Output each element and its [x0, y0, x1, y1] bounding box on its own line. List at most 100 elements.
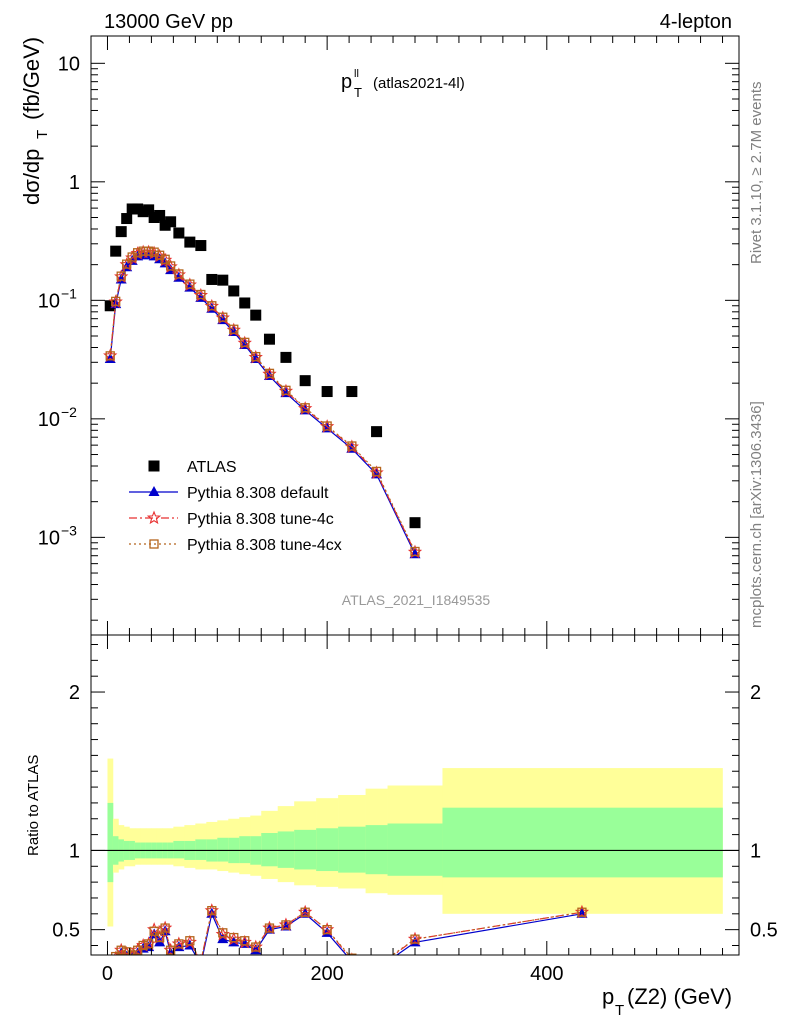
data-point-pythia-8-308-tune-4cx	[347, 953, 357, 955]
legend-marker	[149, 539, 159, 549]
uncertainty-band-stat	[277, 831, 295, 868]
data-point-pythia-8-308-tune-4cx	[371, 466, 382, 477]
series-pythia-8-308-tune-4cx	[111, 905, 587, 965]
ratio-y-tick-label-right: 2	[750, 682, 761, 704]
ratio-y-tick-label: 0.5	[52, 920, 80, 942]
data-point-pythia-8-308-tune-4c	[371, 962, 382, 973]
data-point-atlas	[409, 517, 421, 529]
x-tick-label: 0	[102, 963, 113, 985]
legend-entry: Pythia 8.308 default	[129, 485, 329, 502]
data-point-pythia-8-308-tune-4cx	[165, 261, 176, 271]
data-point-pythia-8-308-default	[346, 955, 357, 965]
data-point-pythia-8-308-tune-4cx	[149, 926, 159, 936]
data-point-pythia-8-308-default	[166, 947, 175, 955]
data-point-atlas	[217, 274, 229, 286]
ratio-y-tick-label-right: 1	[750, 840, 761, 862]
y-label-main: dσ/dp	[19, 149, 44, 205]
ratio-y-axis-label: Ratio to ATLAS	[25, 755, 42, 856]
uncertainty-band-stat	[338, 826, 366, 873]
data-point-pythia-8-308-tune-4cx	[218, 928, 228, 938]
data-point-pythia-8-308-tune-4cx	[264, 923, 275, 933]
data-point-pythia-8-308-tune-4cx	[133, 945, 143, 955]
series-line-pythia-8-308-tune-4c	[109, 251, 416, 553]
data-point-atlas	[371, 426, 383, 438]
x-label-subscript: T	[615, 1002, 624, 1019]
uncertainty-band-stat	[261, 833, 279, 867]
data-point-pythia-8-308-tune-4cx	[122, 947, 132, 955]
data-point-pythia-8-308-tune-4cx	[127, 950, 137, 955]
data-point-pythia-8-308-tune-4cx	[160, 923, 170, 933]
analysis-watermark: ATLAS_2021_I1849535	[342, 592, 491, 608]
data-point-pythia-8-308-tune-4cx	[207, 301, 217, 311]
rivet-label: Rivet 3.1.10, ≥ 2.7M events	[748, 82, 765, 265]
data-point-pythia-8-308-tune-4cx	[144, 246, 154, 256]
data-point-pythia-8-308-tune-4cx	[185, 936, 195, 946]
data-point-pythia-8-308-tune-4cx	[229, 324, 239, 334]
data-point-pythia-8-308-tune-4cx	[264, 368, 275, 379]
legend-entry: Pythia 8.308 tune-4cx	[129, 537, 342, 554]
x-label-rest: (Z2) (GeV)	[627, 984, 732, 1009]
data-point-pythia-8-308-tune-4cx	[240, 936, 250, 946]
data-point-pythia-8-308-tune-4cx	[138, 940, 148, 951]
data-point-pythia-8-308-tune-4cx	[197, 957, 205, 965]
data-point-pythia-8-308-tune-4cx	[322, 421, 332, 431]
data-point-atlas	[299, 375, 311, 387]
data-point-pythia-8-308-tune-4cx	[138, 246, 148, 256]
x-label-main: p	[602, 984, 614, 1009]
data-point-pythia-8-308-tune-4cx	[207, 905, 217, 916]
series-atlas	[104, 0, 587, 529]
data-point-pythia-8-308-tune-4cx	[116, 271, 126, 281]
data-point-atlas	[110, 245, 122, 257]
data-point-atlas	[121, 213, 133, 225]
ratio-axes: 0.5 0.5 1 1 2 2 0 200 400	[52, 635, 778, 985]
data-point-pythia-8-308-tune-4cx	[154, 932, 165, 943]
y-label-unit: (fb/GeV)	[19, 37, 44, 120]
uncertainty-band-stat	[107, 802, 114, 883]
uncertainty-band-stat	[195, 839, 207, 860]
series-line-pythia-8-308-tune-4cx	[116, 908, 583, 955]
data-point-pythia-8-308-tune-4cx	[174, 939, 184, 949]
data-point-atlas	[154, 209, 166, 221]
y-tick-label-exponent: −2	[61, 404, 77, 420]
data-point-atlas	[263, 333, 275, 345]
series-pythia-8-308-tune-4cx	[105, 246, 420, 557]
data-point-atlas	[280, 351, 292, 363]
data-point-pythia-8-308-tune-4cx	[160, 254, 170, 264]
plot-title-main: p	[341, 71, 352, 93]
data-point-atlas	[228, 285, 240, 297]
data-point-pythia-8-308-tune-4cx	[196, 289, 206, 300]
data-point-pythia-8-308-tune-4cx	[218, 312, 228, 322]
uncertainty-band-stat	[387, 823, 443, 876]
data-point-pythia-8-308-default	[195, 959, 206, 969]
legend-marker	[146, 510, 162, 525]
data-point-atlas	[206, 273, 218, 285]
ratio-series-layer	[111, 903, 590, 973]
y-tick-label: 10	[38, 527, 60, 549]
data-point-pythia-8-308-tune-4cx	[111, 951, 121, 955]
y-tick-label: 1	[69, 172, 80, 194]
data-point-atlas	[321, 386, 333, 398]
uncertainty-band-stat	[365, 825, 388, 875]
y-tick-label: 10	[58, 53, 80, 75]
series-pythia-8-308-tune-4c	[114, 903, 590, 973]
data-point-atlas	[184, 236, 196, 248]
data-point-atlas	[239, 297, 251, 309]
legend-entry: ATLAS	[148, 459, 237, 476]
ratio-bands	[91, 758, 739, 927]
data-point-atlas	[104, 300, 116, 312]
y-tick-label: 10	[38, 290, 60, 312]
ratio-y-tick-label-right: 0.5	[750, 920, 778, 942]
plot-title-superscript: ll	[354, 68, 359, 80]
data-point-pythia-8-308-tune-4cx	[240, 337, 250, 348]
process-label: 4-lepton	[660, 11, 732, 33]
collision-label: 13000 GeV pp	[104, 11, 233, 33]
data-point-pythia-8-308-tune-4cx	[133, 248, 143, 258]
plot-title: p ll T (atlas2021-4l)	[341, 68, 465, 100]
series-line-pythia-8-308-tune-4c	[117, 908, 583, 955]
data-point-pythia-8-308-tune-4cx	[410, 934, 420, 944]
uncertainty-band-stat	[316, 828, 339, 872]
data-point-pythia-8-308-tune-4cx	[577, 907, 587, 917]
data-point-atlas	[576, 0, 587, 11]
legend-entry: Pythia 8.308 tune-4c	[129, 510, 334, 528]
data-point-pythia-8-308-tune-4cx	[144, 939, 154, 949]
